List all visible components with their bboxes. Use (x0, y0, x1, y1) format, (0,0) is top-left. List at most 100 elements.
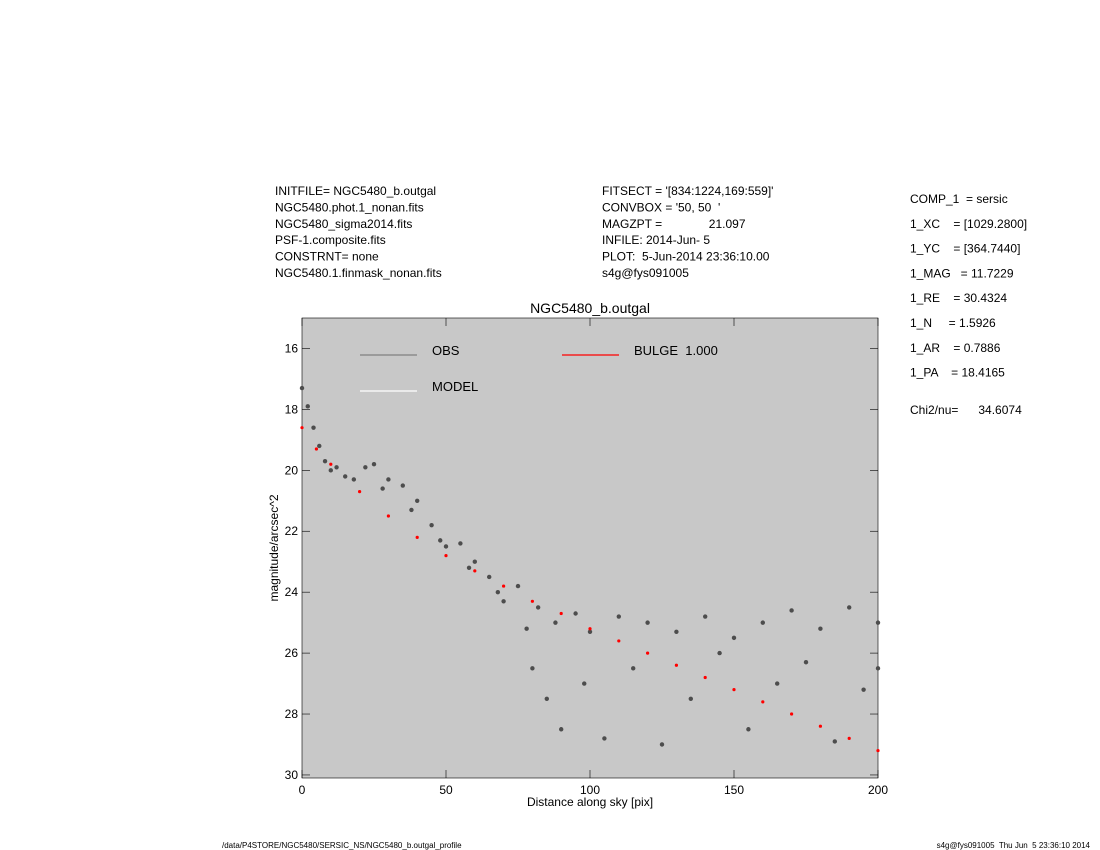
legend-label: BULGE 1.000 (634, 343, 718, 358)
header-middle-line: s4g@fys091005 (602, 266, 689, 280)
data-point (746, 727, 751, 732)
data-point (386, 514, 390, 518)
data-point (544, 696, 549, 701)
header-left-line: INITFILE= NGC5480_b.outgal (275, 184, 436, 198)
header-middle-line: INFILE: 2014-Jun- 5 (602, 233, 710, 247)
header-left-line: NGC5480.phot.1_nonan.fits (275, 200, 424, 214)
data-point (458, 541, 463, 546)
data-point (371, 462, 377, 467)
data-point (588, 627, 592, 631)
data-point (616, 614, 621, 619)
y-tick-label: 26 (285, 646, 299, 660)
data-point (775, 681, 780, 686)
x-tick-label: 100 (580, 783, 600, 797)
header-right-line: 1_AR = 0.7886 (910, 341, 1001, 355)
data-point (553, 620, 558, 625)
data-point (559, 611, 563, 616)
data-point (760, 620, 765, 625)
header-left-line: CONSTRNT= none (275, 250, 379, 264)
footer-left: /data/P4STORE/NGC5480/SERSIC_NS/NGC5480_… (222, 841, 462, 850)
data-point (645, 620, 650, 625)
data-point (674, 663, 679, 667)
data-point (818, 626, 823, 631)
data-point (329, 462, 333, 466)
data-point (717, 650, 722, 656)
x-tick-label: 50 (439, 783, 453, 797)
header-right-line: 1_PA = 18.4165 (910, 366, 1005, 380)
header-left-line: PSF-1.composite.fits (275, 233, 386, 247)
data-point (466, 565, 472, 571)
data-point (631, 666, 636, 671)
data-point (444, 554, 448, 558)
data-point (582, 681, 587, 686)
y-axis-label: magnitude/arcsec^2 (267, 494, 281, 601)
header-right-line: 1_XC = [1029.2800] (910, 217, 1027, 231)
data-point (334, 465, 339, 470)
data-point (300, 426, 304, 430)
data-point (380, 486, 385, 491)
header-right-line: COMP_1 = sersic (910, 192, 1008, 206)
y-tick-label: 20 (285, 463, 299, 477)
data-point (573, 611, 578, 616)
y-tick-label: 22 (285, 524, 299, 538)
data-point (415, 498, 420, 503)
data-point (703, 675, 707, 680)
data-point (559, 727, 564, 732)
data-point (587, 629, 593, 634)
y-tick-label: 30 (285, 768, 299, 782)
data-point (305, 404, 310, 409)
data-point (501, 599, 506, 604)
data-point (363, 465, 368, 470)
data-point (299, 385, 305, 391)
data-point (789, 608, 794, 613)
y-tick-label: 16 (285, 341, 299, 355)
data-point (847, 605, 852, 610)
header-right-line: 1_RE = 30.4324 (910, 291, 1007, 305)
data-point (602, 736, 607, 741)
data-point (311, 425, 316, 430)
data-point (429, 522, 434, 528)
x-tick-label: 0 (299, 783, 306, 797)
data-point (502, 584, 506, 588)
data-point (530, 599, 535, 603)
legend-label: MODEL (432, 379, 478, 394)
header-right-line: 1_MAG = 11.7229 (910, 266, 1014, 280)
data-point (731, 635, 737, 641)
data-point (646, 651, 650, 655)
data-point (400, 483, 405, 488)
data-point (659, 742, 665, 747)
data-point (409, 507, 414, 513)
data-point (761, 700, 765, 704)
data-point (438, 538, 443, 543)
data-point (832, 739, 837, 744)
data-point (703, 614, 708, 619)
data-point (847, 736, 851, 740)
data-point (314, 447, 318, 451)
data-point (876, 748, 880, 753)
header-middle-line: FITSECT = '[834:1224,169:559]' (602, 184, 773, 198)
header-middle-line: PLOT: 5-Jun-2014 23:36:10.00 (602, 250, 770, 264)
y-tick-label: 24 (285, 585, 299, 599)
data-point (415, 535, 419, 539)
data-point (495, 589, 501, 595)
data-point (535, 605, 541, 610)
data-point (688, 696, 693, 701)
data-point (875, 666, 881, 671)
header-middle-line: CONVBOX = '50, 50 ' (602, 200, 720, 214)
header-right-line: 1_N = 1.5926 (910, 316, 996, 330)
data-point (861, 687, 866, 692)
legend-label: OBS (432, 343, 460, 358)
chi-square: Chi2/nu= 34.6074 (910, 403, 1022, 417)
header-right-line: 1_YC = [364.7440] (910, 242, 1020, 256)
x-axis-label: Distance along sky [pix] (527, 795, 653, 809)
data-point (322, 458, 328, 464)
data-point (487, 574, 492, 580)
data-point (674, 629, 679, 634)
data-point (732, 688, 736, 692)
header-left-line: NGC5480.1.finmask_nonan.fits (275, 266, 442, 280)
data-point (803, 660, 809, 665)
data-point (386, 477, 391, 482)
data-point (472, 559, 477, 564)
data-point (818, 724, 823, 728)
